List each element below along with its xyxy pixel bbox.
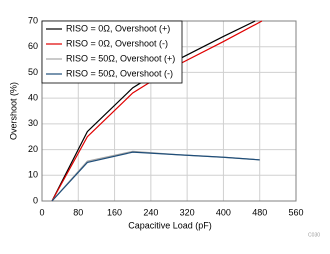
x-axis-label: Capacitive Load (pF) xyxy=(128,220,212,230)
y-axis-label: Overshoot (%) xyxy=(8,82,18,140)
x-tick-label: 0 xyxy=(39,207,44,217)
y-tick-label: 20 xyxy=(28,144,38,154)
series-line xyxy=(51,151,260,202)
legend-box xyxy=(41,20,183,84)
y-tick-label: 40 xyxy=(28,93,38,103)
y-tick-label: 30 xyxy=(28,118,38,128)
series-line xyxy=(51,150,260,202)
x-tick-label: 80 xyxy=(73,207,83,217)
y-tick-label: 10 xyxy=(28,170,38,180)
x-tick-label: 160 xyxy=(107,207,122,217)
x-tick-label: 560 xyxy=(288,207,303,217)
x-tick-label: 320 xyxy=(180,207,195,217)
legend-label: RISO = 0Ω, Overshoot (-) xyxy=(66,38,168,48)
x-tick-label: 400 xyxy=(216,207,231,217)
y-tick-label: 60 xyxy=(28,41,38,51)
legend-label: RISO = 0Ω, Overshoot (+) xyxy=(66,23,170,33)
legend-label: RISO = 50Ω, Overshoot (+) xyxy=(66,53,175,63)
y-tick-label: 70 xyxy=(28,15,38,25)
x-tick-label: 480 xyxy=(252,207,267,217)
figure-id: C030 xyxy=(308,232,320,238)
legend-label: RISO = 50Ω, Overshoot (-) xyxy=(66,68,173,78)
x-tick-label: 240 xyxy=(143,207,158,217)
y-tick-label: 0 xyxy=(33,195,38,205)
y-tick-label: 50 xyxy=(28,67,38,77)
